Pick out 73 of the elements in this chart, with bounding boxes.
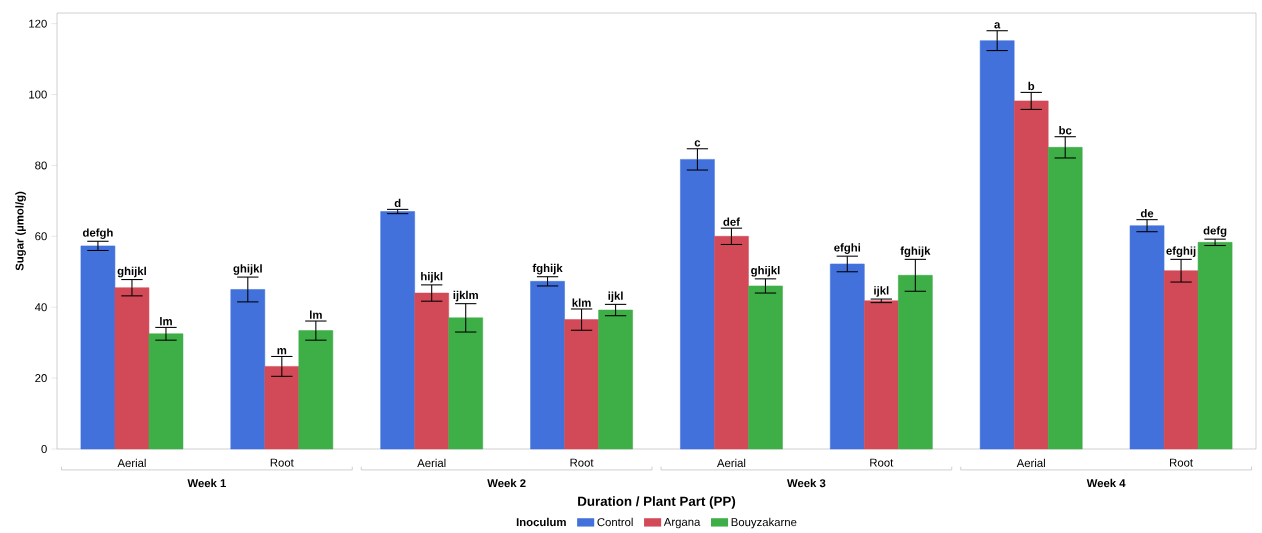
text: Week 2 <box>487 478 526 488</box>
data-label: ijkl <box>874 286 889 297</box>
data-label: efghij <box>1166 246 1196 258</box>
text: Week 3 <box>786 478 826 488</box>
data-label: defgh <box>82 228 113 239</box>
data-label: fghijk <box>900 246 931 258</box>
y-tick-label: 20 <box>35 374 47 383</box>
bar <box>680 159 715 450</box>
data-label: defg <box>1203 226 1227 237</box>
bar <box>748 285 783 450</box>
bar <box>530 281 565 450</box>
data-label: ghijkl <box>751 265 780 277</box>
data-label: klm <box>572 298 591 307</box>
data-label: de <box>1140 209 1154 218</box>
legend-label: Argana <box>663 517 701 529</box>
bar <box>979 40 1015 450</box>
legend-label: Control <box>597 517 633 527</box>
x-tick-label: Root <box>1170 458 1193 467</box>
bar <box>264 366 300 450</box>
bar <box>898 275 933 450</box>
bar <box>864 300 899 450</box>
x-tick-label: Root <box>570 458 594 467</box>
data-label: lm <box>160 316 172 326</box>
bar <box>380 211 415 450</box>
bar <box>598 309 633 450</box>
x-tick-label: Aerial <box>417 458 446 468</box>
bar <box>714 236 749 450</box>
data-label: ijklm <box>453 290 478 302</box>
bar <box>1197 242 1233 450</box>
x-tick-label: Aerial <box>117 458 146 468</box>
data-label: ghijkl <box>233 264 262 275</box>
x-tick-label: Root <box>870 458 894 467</box>
data-label: hijkl <box>421 272 443 283</box>
bar <box>1129 225 1165 450</box>
bar <box>1013 100 1049 450</box>
bar <box>230 289 266 450</box>
y-tick-label: 0 <box>41 444 47 453</box>
data-label: ghijkl <box>117 266 146 278</box>
data-label: ijkl <box>608 291 623 303</box>
y-tick-label: 40 <box>34 303 47 312</box>
x-tick-label: Root <box>270 458 294 467</box>
legend-title: Inoculum <box>516 517 566 527</box>
bar <box>1047 147 1083 450</box>
data-label: c <box>694 140 701 147</box>
y-axis-title: Sugar (µmol/g) <box>15 191 26 271</box>
data-label: def <box>723 217 740 226</box>
bar <box>298 330 334 450</box>
bar <box>564 319 599 450</box>
data-label: efghi <box>834 243 861 254</box>
bar <box>414 292 449 450</box>
data-label: b <box>1028 81 1035 91</box>
x-tick-label: Aerial <box>1016 458 1045 468</box>
text: Week 4 <box>1086 478 1126 488</box>
data-label: bc <box>1059 126 1072 135</box>
data-label: m <box>277 348 287 355</box>
data-label: d <box>394 198 401 208</box>
text: Week 1 <box>187 478 226 488</box>
bar <box>80 245 116 450</box>
y-tick-label: 120 <box>29 19 47 28</box>
y-tick-label: 60 <box>35 232 47 241</box>
x-axis-title: Duration / Plant Part (PP) <box>578 496 736 509</box>
y-tick-label: 100 <box>29 90 47 99</box>
bar <box>830 263 865 450</box>
x-tick-label: Aerial <box>716 458 746 468</box>
bar <box>114 287 150 450</box>
bar <box>148 333 184 450</box>
data-label: lm <box>310 310 322 319</box>
bar <box>1163 270 1199 450</box>
data-label: a <box>994 22 1001 29</box>
legend-label: Bouyzakarne <box>731 517 797 529</box>
data-label: fghijk <box>532 263 563 275</box>
y-tick-label: 80 <box>35 161 47 170</box>
bar <box>448 317 483 450</box>
